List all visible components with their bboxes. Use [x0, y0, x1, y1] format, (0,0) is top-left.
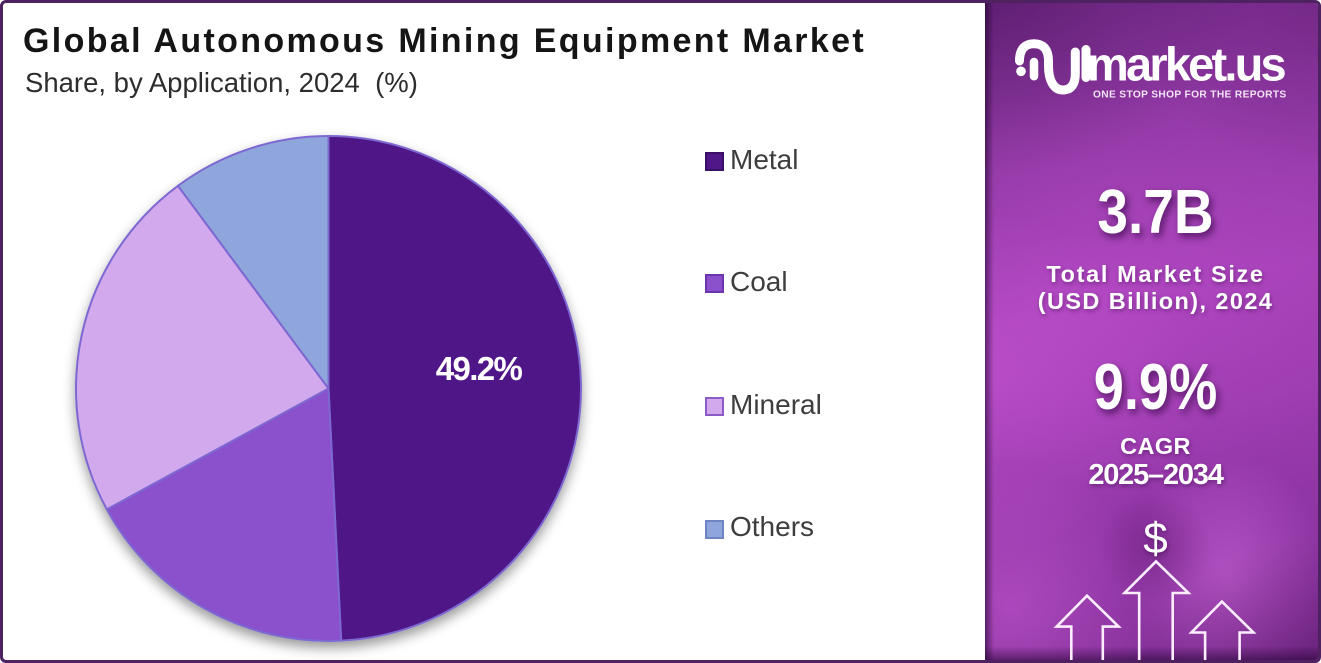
- svg-text:49.2%: 49.2%: [435, 350, 522, 387]
- svg-text:ONE STOP SHOP FOR THE REPORTS: ONE STOP SHOP FOR THE REPORTS: [1093, 89, 1287, 100]
- svg-text:market.us: market.us: [1087, 38, 1286, 91]
